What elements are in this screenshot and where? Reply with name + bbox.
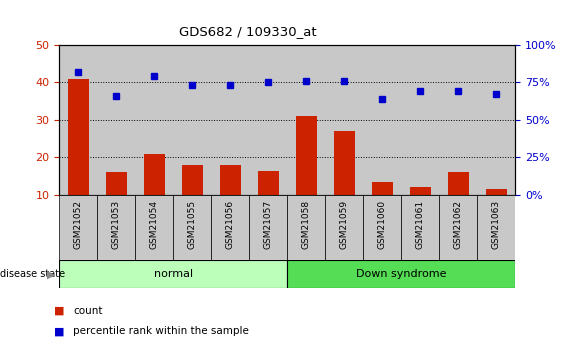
Bar — [334, 131, 355, 195]
Text: disease state: disease state — [0, 269, 65, 279]
Text: GSM21056: GSM21056 — [226, 200, 235, 249]
Text: GSM21057: GSM21057 — [263, 200, 272, 249]
Text: GSM21055: GSM21055 — [187, 200, 196, 249]
Bar — [135, 195, 173, 260]
Text: ■: ■ — [54, 306, 64, 315]
Bar — [401, 195, 439, 260]
Bar — [287, 260, 515, 288]
Bar — [325, 45, 363, 195]
Bar — [258, 170, 279, 195]
Bar — [325, 195, 363, 260]
Bar — [363, 195, 401, 260]
Bar — [249, 45, 287, 195]
Text: GSM21060: GSM21060 — [378, 200, 387, 249]
Text: ▶: ▶ — [47, 269, 55, 279]
Text: normal: normal — [154, 269, 193, 279]
Text: GSM21061: GSM21061 — [415, 200, 425, 249]
Text: GSM21054: GSM21054 — [150, 200, 159, 249]
Bar — [97, 45, 135, 195]
Bar — [249, 195, 287, 260]
Text: ■: ■ — [54, 326, 64, 336]
Bar — [68, 79, 88, 195]
Bar — [59, 260, 287, 288]
Text: GSM21063: GSM21063 — [491, 200, 501, 249]
Text: GSM21058: GSM21058 — [302, 200, 311, 249]
Bar — [59, 195, 97, 260]
Text: GSM21062: GSM21062 — [454, 200, 463, 249]
Bar — [220, 165, 240, 195]
Bar — [287, 45, 325, 195]
Bar — [296, 116, 316, 195]
Bar — [448, 172, 468, 195]
Text: count: count — [73, 306, 102, 315]
Bar — [410, 187, 431, 195]
Bar — [106, 172, 127, 195]
Bar — [211, 195, 249, 260]
Bar — [372, 182, 392, 195]
Bar — [401, 45, 439, 195]
Bar — [211, 45, 249, 195]
Bar — [486, 189, 507, 195]
Bar — [135, 45, 173, 195]
Bar — [439, 45, 477, 195]
Text: GSM21059: GSM21059 — [339, 200, 348, 249]
Bar — [59, 45, 97, 195]
Text: GSM21053: GSM21053 — [111, 200, 120, 249]
Bar — [144, 154, 164, 195]
Text: percentile rank within the sample: percentile rank within the sample — [73, 326, 249, 336]
Bar — [182, 165, 203, 195]
Text: GDS682 / 109330_at: GDS682 / 109330_at — [179, 25, 316, 38]
Bar — [97, 195, 135, 260]
Text: GSM21052: GSM21052 — [74, 200, 83, 249]
Text: Down syndrome: Down syndrome — [356, 269, 446, 279]
Bar — [287, 195, 325, 260]
Bar — [439, 195, 477, 260]
Bar — [477, 45, 515, 195]
Bar — [173, 45, 211, 195]
Bar — [173, 195, 211, 260]
Bar — [363, 45, 401, 195]
Bar — [477, 195, 515, 260]
